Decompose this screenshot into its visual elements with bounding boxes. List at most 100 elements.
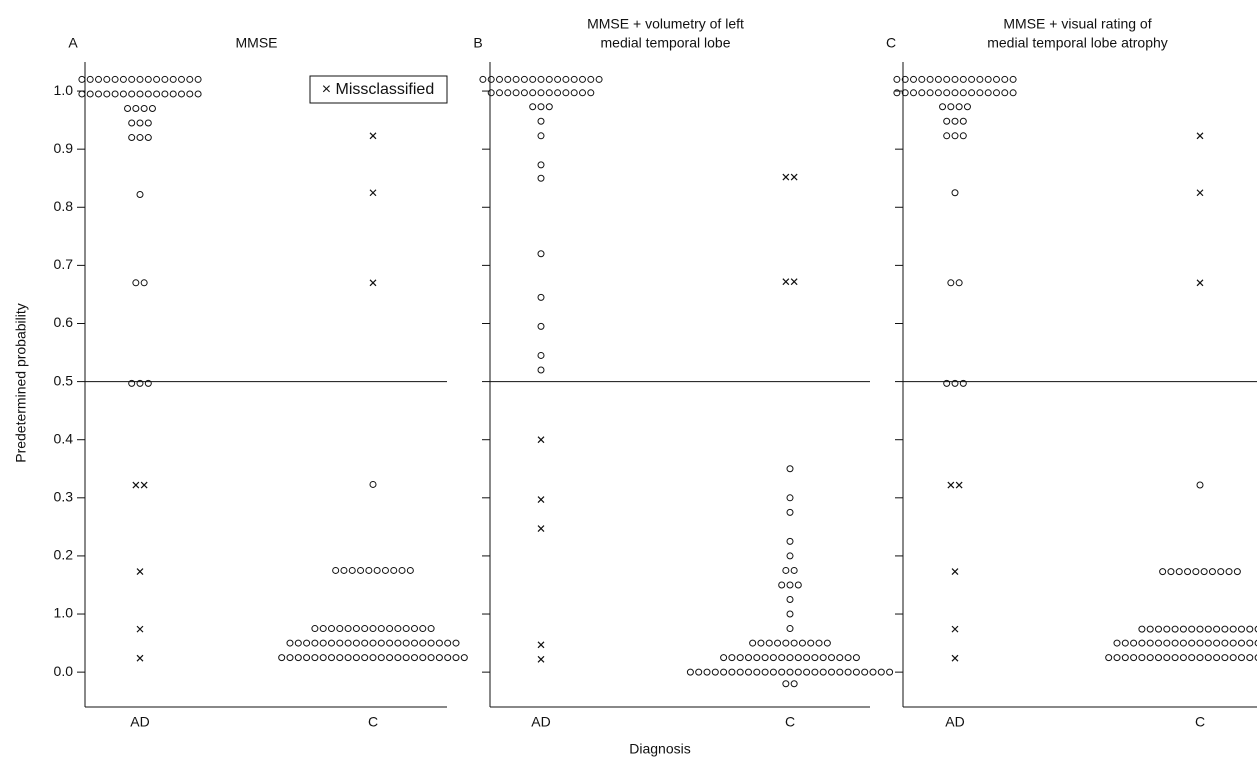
dot (836, 668, 844, 676)
dot (869, 668, 877, 676)
cross (537, 641, 545, 649)
dot (144, 119, 152, 127)
dot (968, 89, 976, 97)
x-axis-label: Diagnosis (629, 741, 690, 757)
dot (1179, 654, 1187, 662)
dot (570, 75, 578, 83)
dot (435, 654, 443, 662)
dot (512, 89, 520, 97)
dot (336, 654, 344, 662)
dot (1009, 89, 1017, 97)
dot (136, 75, 144, 83)
dot (1213, 654, 1221, 662)
dot (823, 639, 831, 647)
dot (951, 117, 959, 125)
dot (144, 75, 152, 83)
dot (836, 654, 844, 662)
panel-title: MMSE + volumetry of left (587, 16, 744, 32)
dot (1179, 625, 1187, 633)
dot (579, 75, 586, 83)
dot (529, 103, 537, 111)
dot (1175, 568, 1183, 576)
dot (782, 566, 790, 574)
dot (877, 668, 885, 676)
cross (1196, 279, 1204, 287)
dot (348, 566, 356, 574)
cross (790, 173, 798, 181)
y-tick-label: 0.6 (54, 314, 74, 330)
dot (128, 119, 136, 127)
dot (844, 654, 852, 662)
dot (402, 625, 410, 633)
dot (959, 89, 967, 97)
dot (968, 75, 976, 83)
dot (369, 654, 377, 662)
dot (570, 89, 578, 97)
dot (153, 75, 161, 83)
dot (951, 189, 959, 197)
cross (537, 655, 545, 663)
dot (444, 654, 452, 662)
dot (377, 625, 385, 633)
dot (119, 75, 127, 83)
dot (328, 639, 335, 647)
dot (757, 639, 765, 647)
dot (361, 654, 369, 662)
dot (1217, 568, 1225, 576)
dot (1225, 568, 1233, 576)
dot (319, 625, 327, 633)
y-tick-label: 0.8 (54, 198, 74, 214)
dot (128, 90, 136, 98)
dot (1009, 75, 1017, 83)
y-tick-label: 1.0 (54, 82, 74, 98)
dot (1196, 639, 1204, 647)
dot (587, 75, 595, 83)
dot (703, 668, 711, 676)
dot (794, 581, 802, 589)
dot (427, 625, 435, 633)
dot (136, 190, 144, 198)
dot (753, 654, 761, 662)
dot (728, 654, 736, 662)
dot (1254, 639, 1257, 647)
dot (419, 625, 427, 633)
dot (128, 134, 136, 142)
dot (537, 366, 545, 374)
dot (386, 654, 394, 662)
dot (1204, 654, 1212, 662)
dot (487, 75, 495, 83)
dot (496, 75, 503, 83)
cross (136, 625, 144, 633)
dot (194, 75, 202, 83)
dot (319, 639, 327, 647)
dot (728, 668, 736, 676)
dot (720, 654, 728, 662)
dot (803, 668, 811, 676)
dot (828, 654, 835, 662)
dot (786, 668, 794, 676)
dot (786, 508, 794, 516)
dot (377, 639, 385, 647)
dot (736, 654, 744, 662)
dot (753, 668, 761, 676)
dot (786, 654, 794, 662)
dot (286, 654, 294, 662)
dot (774, 639, 782, 647)
cross (1196, 189, 1204, 197)
dot (720, 668, 728, 676)
cross (955, 481, 963, 489)
dot (394, 639, 402, 647)
y-tick-label: 1.0 (54, 605, 74, 621)
dot (893, 89, 901, 97)
dot (311, 625, 319, 633)
dot (918, 75, 926, 83)
dot (782, 639, 790, 647)
dot (554, 75, 562, 83)
dot (512, 75, 520, 83)
dot (328, 625, 335, 633)
dot (1254, 654, 1257, 661)
dot (562, 89, 570, 97)
dot (537, 103, 545, 111)
dot (1196, 481, 1204, 489)
dot (340, 566, 348, 574)
